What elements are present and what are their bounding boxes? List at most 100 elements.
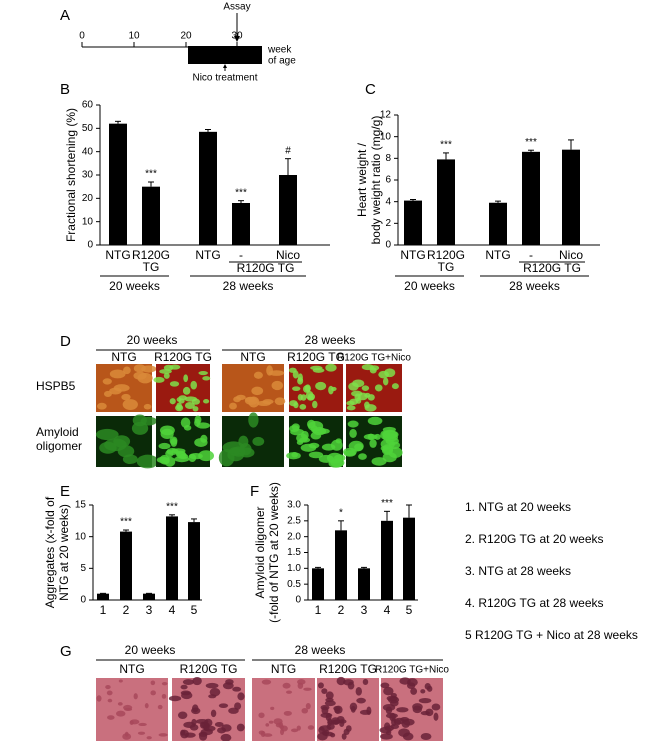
micrograph-texture: [391, 383, 399, 390]
micrograph-texture: [367, 416, 383, 426]
bar: [166, 516, 178, 600]
micrograph-texture: [248, 396, 260, 408]
micrograph-texture: [133, 371, 147, 380]
micrograph-texture: [169, 381, 180, 387]
micrograph-texture: [218, 703, 229, 709]
x-tick-label: -: [239, 248, 243, 262]
micrograph-texture: [268, 720, 274, 724]
micrograph-texture: [291, 728, 299, 733]
micrograph-texture: [286, 452, 301, 460]
micrograph-texture: [382, 377, 389, 386]
micrograph-texture: [315, 381, 327, 391]
micrograph-texture: [180, 729, 186, 736]
micrograph-texture: [359, 709, 371, 715]
micrograph-texture: [95, 428, 119, 441]
micrograph-texture: [349, 428, 357, 438]
micrograph-texture: [157, 704, 163, 710]
micrograph-texture: [161, 693, 167, 699]
micrograph-texture: [317, 682, 324, 689]
micrograph: [96, 678, 168, 741]
micrograph-texture: [109, 369, 126, 379]
micrograph-texture: [380, 733, 393, 740]
bar: [381, 520, 393, 600]
bar: [312, 568, 324, 600]
panel-label: B: [60, 81, 70, 98]
micrograph-texture: [283, 710, 292, 716]
micrograph-texture: [364, 401, 370, 409]
micrograph-texture: [324, 700, 336, 707]
micrograph-texture: [153, 376, 165, 383]
micrograph-texture: [312, 400, 318, 409]
micrograph-texture: [96, 695, 102, 702]
micrograph-texture: [102, 378, 112, 385]
micrograph-texture: [406, 682, 416, 689]
micrograph-texture: [198, 371, 208, 376]
bar: [403, 517, 415, 600]
micrograph-texture: [136, 454, 159, 469]
micrograph-texture: [308, 451, 324, 459]
micrograph-texture: [194, 437, 208, 448]
micrograph-texture: [123, 704, 133, 711]
micrograph-texture: [367, 394, 375, 401]
micrograph-texture: [117, 702, 123, 706]
bar: [522, 151, 540, 245]
column-label: NTG: [119, 662, 144, 676]
micrograph-texture: [176, 402, 183, 411]
micrograph-texture: [158, 442, 171, 450]
micrograph-texture: [252, 436, 265, 446]
x-tick-label: 1: [100, 603, 107, 617]
micrograph-texture: [209, 687, 221, 697]
micrograph: [252, 678, 315, 741]
micrograph-texture: [396, 707, 409, 713]
micrograph-texture: [325, 713, 332, 722]
y-tick-label: 1.5: [287, 547, 301, 558]
micrograph-texture: [222, 441, 245, 454]
x-tick-label: NTG: [195, 248, 220, 262]
micrograph-texture: [280, 728, 285, 736]
micrograph-texture: [256, 400, 271, 407]
row-label: oligomer: [36, 439, 82, 453]
micrograph-texture: [297, 393, 303, 401]
micrograph-texture: [210, 709, 217, 718]
panel-label: C: [365, 81, 376, 98]
bar: [97, 593, 109, 600]
micrograph-texture: [420, 733, 432, 741]
column-label: R120G TG+Nico: [337, 353, 411, 364]
micrograph-texture: [371, 457, 387, 466]
micrograph-texture: [192, 676, 202, 686]
y-tick-label: 10: [380, 131, 392, 142]
timeline-label: 10: [128, 31, 140, 42]
micrograph-texture: [321, 443, 336, 451]
micrograph-texture: [203, 399, 210, 404]
y-tick-label: 10: [82, 216, 94, 227]
micrograph-texture: [146, 736, 152, 740]
micrograph-texture: [236, 723, 245, 732]
bar: [562, 149, 580, 245]
column-label: R120G TG: [154, 350, 212, 364]
micrograph-texture: [285, 690, 293, 694]
y-tick-label: 10: [75, 531, 87, 542]
micrograph-texture: [156, 456, 170, 464]
bar: [358, 568, 370, 600]
subgroup-label: R120G TG: [523, 261, 581, 275]
axis-label: week: [267, 45, 292, 56]
micrograph-texture: [182, 679, 195, 686]
row-label: Amyloid: [36, 425, 79, 439]
micrograph-texture: [303, 687, 312, 691]
column-label: R120G TG+Nico: [375, 665, 449, 676]
micrograph-texture: [297, 679, 306, 685]
micrograph: [379, 677, 443, 741]
micrograph-texture: [349, 398, 359, 405]
micrograph-texture: [133, 693, 138, 700]
y-axis-label: body weight ratio (mg/g): [369, 116, 383, 245]
micrograph-texture: [386, 695, 398, 702]
micrograph-texture: [228, 707, 239, 714]
micrograph-texture: [315, 428, 330, 435]
micrograph-texture: [292, 386, 301, 392]
micrograph-texture: [118, 679, 123, 683]
micrograph-texture: [361, 385, 370, 391]
micrograph-texture: [335, 438, 342, 444]
micrograph-texture: [123, 366, 131, 375]
micrograph: [168, 676, 245, 741]
micrograph-texture: [116, 710, 126, 717]
